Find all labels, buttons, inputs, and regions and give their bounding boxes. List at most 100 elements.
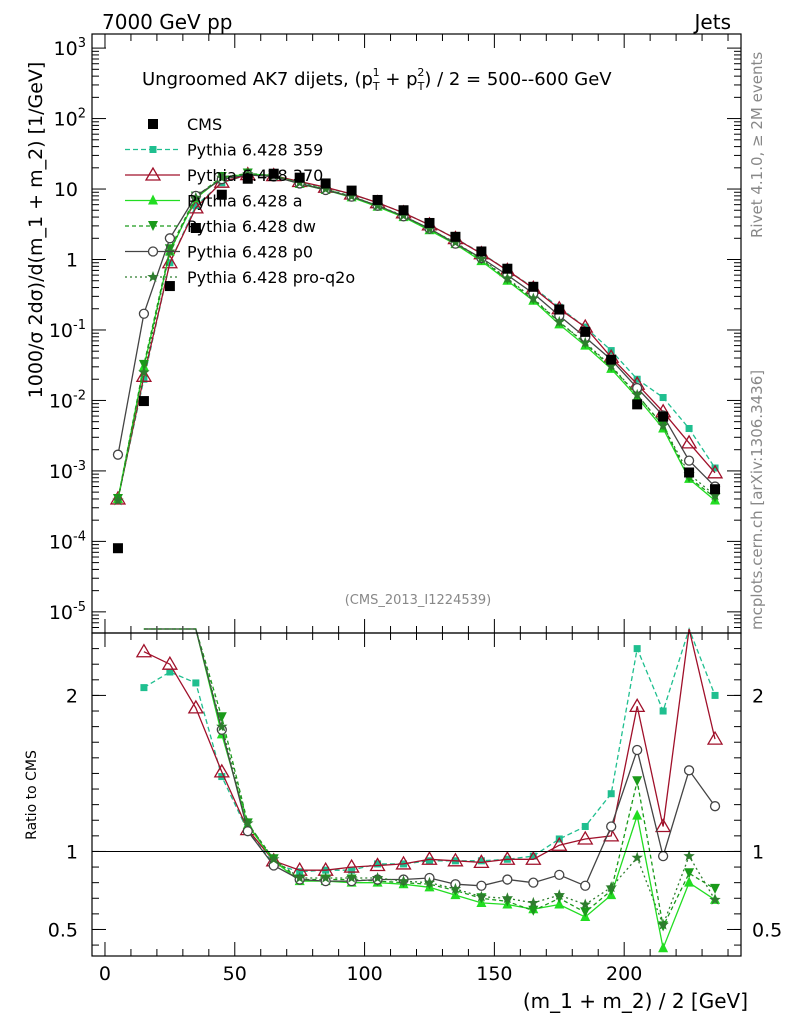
data-point-cms bbox=[476, 246, 487, 257]
ratio-point-pythia-6-428-p0 bbox=[528, 877, 539, 888]
x-axis-label: (m_1 + m_2) / 2 [GeV] bbox=[523, 989, 748, 1013]
data-point-cms bbox=[294, 172, 305, 183]
ratio-line-pythia-6-428-359 bbox=[143, 627, 716, 873]
ratio-point-pythia-6-428-pro-q2o bbox=[371, 872, 384, 883]
ratio-point-pythia-6-428-359 bbox=[140, 684, 148, 692]
ratio-tick-label-right: 2 bbox=[752, 685, 764, 707]
ratio-point-pythia-6-428-p0 bbox=[554, 869, 565, 881]
ratio-tick-label-right: 1 bbox=[752, 841, 764, 863]
series-point-pythia-6-428-pro-q2o bbox=[709, 489, 721, 501]
ratio-point-pythia-6-428-359 bbox=[296, 868, 304, 876]
ratio-point-pythia-6-428-359 bbox=[633, 645, 641, 653]
series-point-pythia-6-428-359 bbox=[685, 424, 693, 432]
ratio-point-pythia-6-428-pro-q2o bbox=[423, 876, 436, 888]
ratio-point-pythia-6-428-a bbox=[658, 942, 669, 953]
data-point-cms bbox=[632, 399, 643, 410]
data-point-cms bbox=[216, 189, 227, 200]
ratio-point-pythia-6-428-pro-q2o bbox=[657, 918, 669, 930]
ratio-point-pythia-6-428-p0 bbox=[476, 880, 487, 891]
data-point-cms bbox=[346, 185, 357, 196]
series-point-pythia-6-428-pro-q2o bbox=[631, 388, 643, 400]
ratio-point-pythia-6-428-pro-q2o bbox=[268, 853, 280, 865]
ratio-line-pythia-6-428-p0 bbox=[143, 628, 716, 887]
data-point-cms bbox=[398, 205, 409, 216]
data-point-cms bbox=[268, 168, 279, 179]
series-point-pythia-6-428-359 bbox=[711, 464, 719, 472]
ratio-point-pythia-6-428-359 bbox=[348, 866, 356, 874]
x-tick-label: 100 bbox=[346, 963, 382, 985]
ratio-point-pythia-6-428-370 bbox=[629, 698, 646, 712]
main-tick-label: 102 bbox=[54, 107, 86, 131]
legend-marker-pythia-6-428-dw bbox=[148, 221, 158, 231]
series-point-pythia-6-428-pro-q2o bbox=[242, 168, 254, 179]
ratio-axis-ticks: 0.5 0.5 1 1 2 2 bbox=[48, 648, 782, 946]
ratio-point-pythia-6-428-p0 bbox=[242, 826, 253, 837]
data-point-cms bbox=[528, 281, 539, 292]
ratio-tick-label-left: 0.5 bbox=[48, 919, 78, 941]
series-point-pythia-6-428-370 bbox=[680, 434, 698, 449]
data-point-cms bbox=[112, 543, 123, 554]
ratio-point-pythia-6-428-359 bbox=[425, 857, 433, 865]
ratio-point-pythia-6-428-359 bbox=[374, 860, 382, 868]
ratio-point-pythia-6-428-p0 bbox=[657, 850, 669, 862]
series-point-pythia-6-428-370 bbox=[135, 368, 153, 382]
ratio-point-pythia-6-428-p0 bbox=[632, 744, 643, 756]
main-series-layer bbox=[109, 166, 724, 554]
ratio-point-pythia-6-428-359 bbox=[659, 707, 667, 715]
series-point-pythia-6-428-370 bbox=[187, 199, 204, 214]
main-tick-label: 10-1 bbox=[49, 318, 86, 342]
ratio-point-pythia-6-428-370 bbox=[551, 836, 568, 851]
ratio-point-pythia-6-428-359 bbox=[711, 691, 719, 699]
ratio-point-pythia-6-428-370 bbox=[161, 655, 179, 670]
ratio-point-pythia-6-428-dw bbox=[632, 776, 643, 787]
legend-marker-pythia-6-428-p0 bbox=[147, 246, 159, 257]
series-point-pythia-6-428-pro-q2o bbox=[449, 236, 462, 248]
main-tick-label: 103 bbox=[54, 36, 86, 60]
ratio-point-pythia-6-428-359 bbox=[192, 679, 200, 687]
x-tick-label: 200 bbox=[606, 963, 642, 985]
ratio-point-pythia-6-428-370 bbox=[706, 730, 724, 745]
ratio-point-pythia-6-428-p0 bbox=[683, 765, 695, 776]
ratio-point-pythia-6-428-370 bbox=[369, 857, 386, 872]
series-point-pythia-6-428-pro-q2o bbox=[605, 359, 617, 371]
data-point-cms bbox=[450, 231, 461, 242]
ratio-point-pythia-6-428-p0 bbox=[502, 874, 513, 885]
plot-title: Ungroomed AK7 dijets, (pT1 + pT2) / 2 = … bbox=[142, 66, 612, 93]
analysis-id-label: (CMS_2013_I1224539) bbox=[345, 593, 492, 608]
main-tick-label: 10-2 bbox=[49, 388, 86, 412]
main-tick-label: 10-4 bbox=[49, 529, 86, 553]
ratio-point-pythia-6-428-p0 bbox=[709, 801, 721, 812]
ratio-point-pythia-6-428-pro-q2o bbox=[631, 851, 643, 863]
ratio-point-pythia-6-428-370 bbox=[473, 854, 490, 869]
legend-label-cms: CMS bbox=[187, 115, 222, 134]
legend-label-pythia-6-428-a: Pythia 6.428 a bbox=[187, 192, 303, 211]
main-tick-label: 10-5 bbox=[49, 600, 86, 624]
legend-label-pythia-6-428-370: Pythia 6.428 370 bbox=[187, 166, 323, 185]
ratio-y-axis-label: Ratio to CMS bbox=[24, 750, 40, 840]
data-point-cms bbox=[424, 217, 435, 228]
ratio-point-pythia-6-428-p0 bbox=[580, 880, 591, 891]
ratio-point-pythia-6-428-359 bbox=[529, 852, 537, 860]
series-line-pythia-6-428-pro-q2o bbox=[117, 173, 716, 501]
main-tick-label: 10-3 bbox=[49, 459, 86, 483]
header-left: 7000 GeV pp bbox=[102, 10, 233, 34]
ratio-point-pythia-6-428-359 bbox=[607, 790, 615, 798]
series-point-pythia-6-428-pro-q2o bbox=[371, 199, 384, 211]
data-point-cms bbox=[502, 263, 513, 274]
data-point-cms bbox=[684, 467, 695, 478]
ratio-point-pythia-6-428-p0 bbox=[606, 821, 617, 832]
data-point-cms bbox=[320, 178, 331, 189]
ratio-point-pythia-6-428-dw bbox=[710, 883, 721, 894]
legend-marker-cms bbox=[148, 119, 158, 129]
x-tick-label: 150 bbox=[476, 963, 512, 985]
data-point-cms bbox=[554, 304, 565, 315]
ratio-point-pythia-6-428-370 bbox=[395, 855, 412, 870]
ratio-point-pythia-6-428-pro-q2o bbox=[319, 872, 332, 883]
legend-marker-pythia-6-428-a bbox=[148, 194, 158, 205]
legend-label-pythia-6-428-dw: Pythia 6.428 dw bbox=[187, 217, 316, 236]
ratio-point-pythia-6-428-370 bbox=[499, 850, 516, 865]
series-point-pythia-6-428-359 bbox=[633, 375, 641, 383]
legend-label-pythia-6-428-p0: Pythia 6.428 p0 bbox=[187, 243, 313, 262]
